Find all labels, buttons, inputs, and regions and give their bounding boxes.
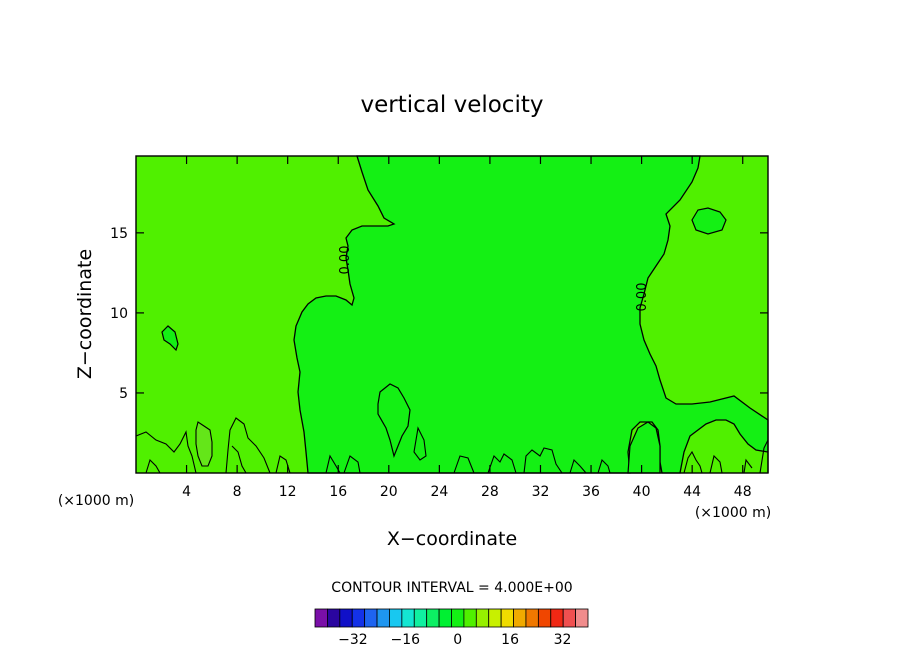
contour-label-right: 0.00 [635, 283, 650, 312]
contour-label-left: 0.00 [338, 246, 353, 275]
colorbar-tick-label: 32 [554, 632, 572, 648]
x-tick-label: 32 [532, 484, 550, 500]
x-tick-label: 12 [279, 484, 297, 500]
colorbar-tick-label: −16 [391, 632, 421, 648]
colorbar: −32 −16 0 16 32 [314, 608, 589, 648]
colorbar-swatch [463, 608, 477, 628]
colorbar-tick-label: −32 [338, 632, 368, 648]
colorbar-swatch [550, 608, 564, 628]
x-tick-label: 8 [233, 484, 242, 500]
colorbar-swatch [413, 608, 428, 628]
y-tick-label: 5 [119, 386, 128, 402]
updraft-region [195, 421, 213, 467]
x-axis-label: X−coordinate [387, 528, 517, 550]
x-tick-label: 36 [582, 484, 600, 500]
center-field-upper-right [691, 207, 727, 235]
colorbar-swatch [401, 608, 415, 628]
x-tick-label: 44 [683, 484, 701, 500]
center-field-lowright [627, 421, 661, 474]
colorbar-swatch [537, 608, 552, 628]
x-unit-left: (×1000 m) [58, 493, 134, 509]
x-tick-label: 28 [481, 484, 499, 500]
x-axis: 4 8 12 16 20 24 28 32 36 40 44 48 [182, 156, 752, 500]
center-field-left-blob [161, 325, 179, 352]
colorbar-swatch [426, 608, 440, 628]
y-axis: 5 10 15 [110, 226, 768, 402]
x-tick-label: 40 [633, 484, 651, 500]
x-tick-label: 48 [734, 484, 752, 500]
colorbar-swatch [575, 608, 589, 628]
y-tick-label: 10 [110, 306, 128, 322]
colorbar-swatch [364, 608, 378, 628]
colorbar-swatch [525, 608, 539, 628]
x-tick-label: 20 [380, 484, 398, 500]
colorbar-tick-label: 16 [501, 632, 519, 648]
colorbar-swatch [376, 608, 390, 628]
x-tick-label: 16 [329, 484, 347, 500]
chart-title: vertical velocity [361, 92, 544, 118]
colorbar-swatch [438, 608, 452, 628]
colorbar-swatch [475, 608, 490, 628]
x-tick-label: 4 [182, 484, 191, 500]
plot-area: 0.00 0.00 [135, 155, 769, 474]
colorbar-swatch [451, 608, 465, 628]
colorbar-swatch [488, 608, 502, 628]
colorbar-swatch [389, 608, 403, 628]
colorbar-swatch [339, 608, 353, 628]
colorbar-swatch [513, 608, 527, 628]
contour-interval-text: CONTOUR INTERVAL = 4.000E+00 [331, 580, 572, 596]
colorbar-tick-label: 0 [453, 632, 462, 648]
x-unit-right: (×1000 m) [695, 505, 771, 521]
colorbar-swatch [314, 608, 328, 628]
y-axis-label: Z−coordinate [74, 249, 96, 379]
x-tick-label: 24 [430, 484, 448, 500]
colorbar-swatch [327, 608, 341, 628]
colorbar-swatch [500, 608, 514, 628]
center-field-mid-bubble [377, 383, 411, 458]
colorbar-swatch [351, 608, 366, 628]
plot-frame [135, 155, 769, 474]
y-tick-label: 15 [110, 226, 128, 242]
colorbar-swatch [562, 608, 576, 628]
